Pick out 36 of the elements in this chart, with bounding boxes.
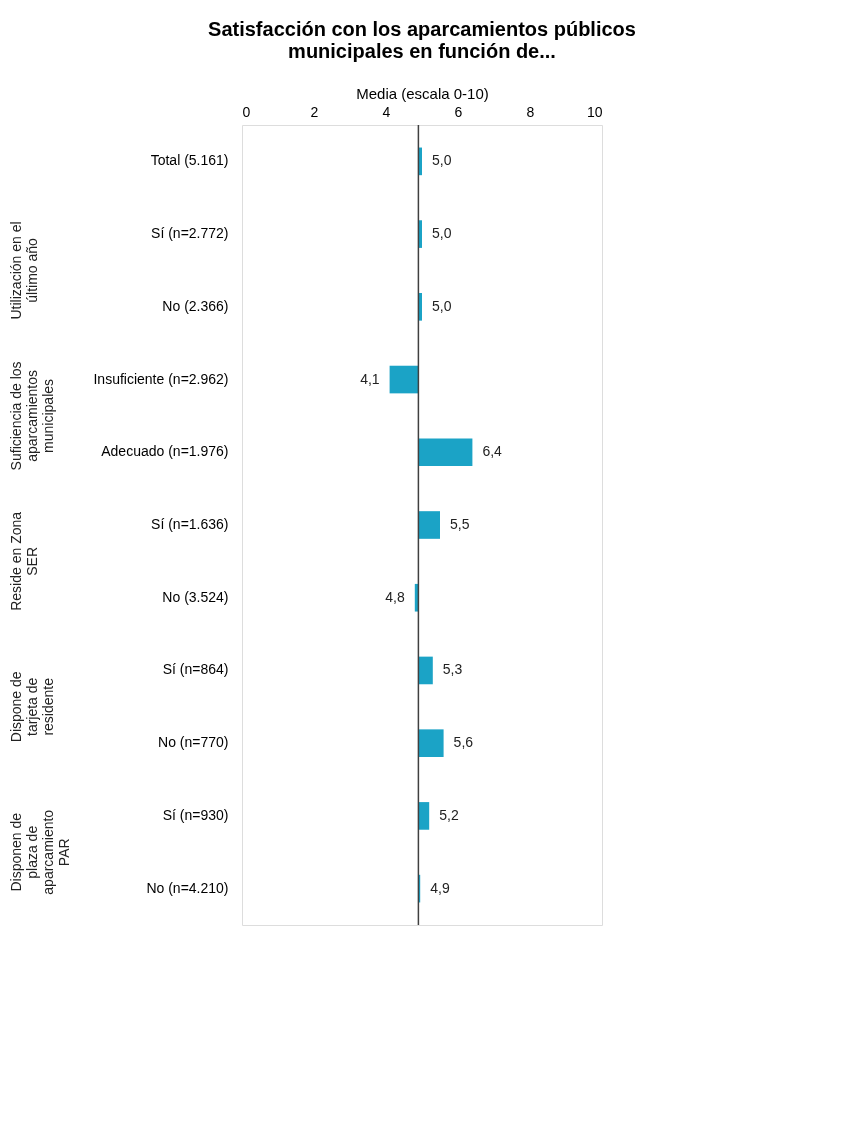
data-label: 5,6 (453, 734, 474, 751)
text: Utilización en el último año (8, 221, 40, 320)
x-tick-label: 8 (526, 103, 535, 120)
text: Satisfacción con los aparcamientos públicos (208, 18, 636, 40)
text: Dispone de tarjeta de residente (8, 671, 56, 743)
data-label: 5,0 (432, 297, 452, 314)
data-label: 5,2 (439, 806, 459, 823)
text: Disponen de plaza de aparcamiento PAR (8, 809, 72, 895)
y-tick-label: Sí (n=2.772) (151, 225, 229, 242)
y-tick-label: No (n=770) (158, 734, 229, 751)
data-label: 6,4 (482, 443, 503, 460)
data-label: 5,0 (432, 225, 452, 242)
y-tick-label: Insuficiente (n=2.962) (93, 370, 229, 387)
x-tick-label: 4 (382, 103, 391, 120)
x-tick-label: 10 (586, 103, 603, 120)
data-label: 4,9 (430, 879, 450, 896)
y-tick-label: Sí (n=1.636) (151, 516, 229, 532)
data-label: 4,1 (360, 370, 380, 387)
y-tick-label: Adecuado (n=1.976) (101, 443, 229, 460)
y-tick-label: Sí (n=930) (162, 806, 229, 823)
data-label: 5,3 (442, 661, 463, 678)
y-tick-label: No (2.366) (162, 297, 229, 314)
y-tick-label: Sí (n=864) (162, 661, 229, 678)
text: Suficiencia de los aparcamientos municipales (8, 361, 56, 471)
y-tick-label: No (3.524) (162, 588, 229, 605)
text: municipales en función de... (288, 40, 556, 62)
x-tick-label: 0 (242, 103, 251, 120)
x-tick-label: 6 (454, 103, 463, 120)
text: Reside en Zona SER (8, 511, 40, 611)
y-tick-label: Total (5.161) (150, 152, 229, 169)
x-tick-label: 2 (310, 103, 319, 120)
x-axis-title: Media (escala 0-10) (356, 84, 489, 102)
data-label: 5,0 (432, 152, 452, 169)
y-tick-label: No (n=4.210) (146, 879, 229, 896)
data-label: 5,5 (450, 516, 470, 532)
data-label: 4,8 (385, 588, 406, 605)
